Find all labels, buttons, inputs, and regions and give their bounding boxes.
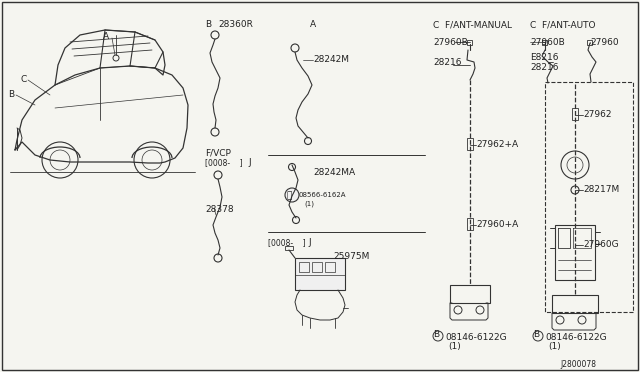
Bar xyxy=(545,82,633,312)
Text: J: J xyxy=(308,238,310,247)
Text: (1): (1) xyxy=(304,200,314,206)
Text: 27960B: 27960B xyxy=(433,38,468,47)
Bar xyxy=(312,262,322,272)
Text: 28217M: 28217M xyxy=(583,185,620,194)
Text: J2800078: J2800078 xyxy=(560,360,596,369)
Text: 08146-6122G: 08146-6122G xyxy=(545,333,607,342)
Text: 08566-6162A: 08566-6162A xyxy=(299,192,346,198)
Text: C: C xyxy=(20,75,26,84)
Bar xyxy=(325,262,335,272)
Bar xyxy=(467,138,473,150)
Text: (1): (1) xyxy=(548,342,561,351)
Bar xyxy=(295,258,345,290)
Text: 27960: 27960 xyxy=(590,38,619,47)
Text: 28216: 28216 xyxy=(530,63,559,72)
Bar xyxy=(299,262,309,272)
Bar xyxy=(588,39,593,45)
Bar xyxy=(467,39,472,45)
Text: 27960B: 27960B xyxy=(530,38,564,47)
Bar xyxy=(555,225,595,280)
Text: 28360R: 28360R xyxy=(218,20,253,29)
Text: B: B xyxy=(433,330,439,339)
Text: 27960+A: 27960+A xyxy=(476,220,518,229)
Text: C  F/ANT-AUTO: C F/ANT-AUTO xyxy=(530,20,595,29)
Text: B: B xyxy=(533,330,539,339)
Text: (1): (1) xyxy=(448,342,461,351)
Bar xyxy=(450,285,490,303)
Text: [0008-    ]: [0008- ] xyxy=(205,158,243,167)
Bar xyxy=(467,218,473,230)
Text: Ⓢ: Ⓢ xyxy=(286,192,292,201)
Text: J: J xyxy=(248,158,251,167)
Text: 27960G: 27960G xyxy=(583,240,619,249)
Text: E8216: E8216 xyxy=(530,53,559,62)
Text: C  F/ANT-MANUAL: C F/ANT-MANUAL xyxy=(433,20,512,29)
Text: B: B xyxy=(205,20,211,29)
Text: 28216: 28216 xyxy=(433,58,461,67)
Text: A: A xyxy=(103,32,109,41)
Text: 08146-6122G: 08146-6122G xyxy=(445,333,507,342)
Text: 27962+A: 27962+A xyxy=(476,140,518,149)
Bar xyxy=(285,246,293,250)
Text: B: B xyxy=(8,90,14,99)
Text: A: A xyxy=(310,20,316,29)
Text: 28378: 28378 xyxy=(205,205,234,214)
Text: 25975M: 25975M xyxy=(333,252,369,261)
Text: F/VCP: F/VCP xyxy=(205,148,231,157)
Text: [0008-    ]: [0008- ] xyxy=(268,238,306,247)
Bar xyxy=(543,39,547,45)
Bar xyxy=(552,295,598,313)
Bar xyxy=(572,108,578,120)
Text: 27962: 27962 xyxy=(583,110,611,119)
Circle shape xyxy=(285,188,299,202)
Text: 28242M: 28242M xyxy=(313,55,349,64)
Text: 28242MA: 28242MA xyxy=(313,168,355,177)
